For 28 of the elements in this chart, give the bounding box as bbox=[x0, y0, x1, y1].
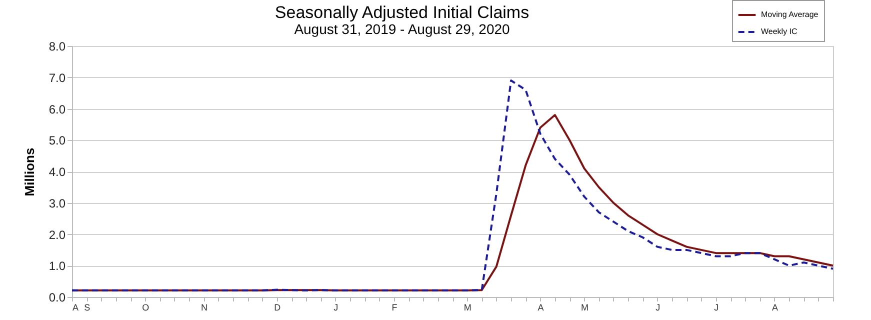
line-series bbox=[71, 80, 834, 292]
x-tick-label: J bbox=[334, 302, 338, 312]
x-tick-label: S bbox=[84, 302, 90, 312]
x-tick-label: J bbox=[714, 302, 719, 312]
y-tick-label: 0.0 bbox=[48, 290, 66, 304]
x-tick-label: N bbox=[200, 302, 208, 312]
y-tick-label: 3.0 bbox=[48, 196, 66, 210]
x-tick-label: A bbox=[72, 302, 79, 312]
x-tick-label: M bbox=[580, 302, 588, 312]
y-axis-title: Millions bbox=[22, 148, 37, 196]
y-tick-label: 2.0 bbox=[48, 228, 66, 242]
chart-title: Seasonally Adjusted Initial Claims bbox=[274, 3, 530, 22]
x-tick-label: J bbox=[656, 302, 660, 312]
y-tick-label: 1.0 bbox=[48, 259, 66, 274]
y-tick-label: 6.0 bbox=[48, 102, 66, 116]
y-tick-label: 4.0 bbox=[48, 165, 66, 179]
x-tick-label: O bbox=[142, 302, 150, 312]
x-tick-label: F bbox=[392, 302, 398, 312]
y-tick-label: 8.0 bbox=[48, 40, 66, 54]
y-tick-label: 7.0 bbox=[48, 70, 66, 85]
x-tick-label: D bbox=[274, 302, 282, 312]
legend-label: Moving Average bbox=[761, 10, 819, 19]
x-tick-label: M bbox=[464, 302, 472, 312]
x-tick-label: A bbox=[772, 302, 778, 312]
y-tick-label: 5.0 bbox=[48, 134, 66, 148]
x-tick-label: A bbox=[538, 302, 544, 312]
legend-label: Weekly IC bbox=[761, 27, 798, 36]
chart-subtitle: August 31, 2019 - August 29, 2020 bbox=[294, 21, 510, 37]
